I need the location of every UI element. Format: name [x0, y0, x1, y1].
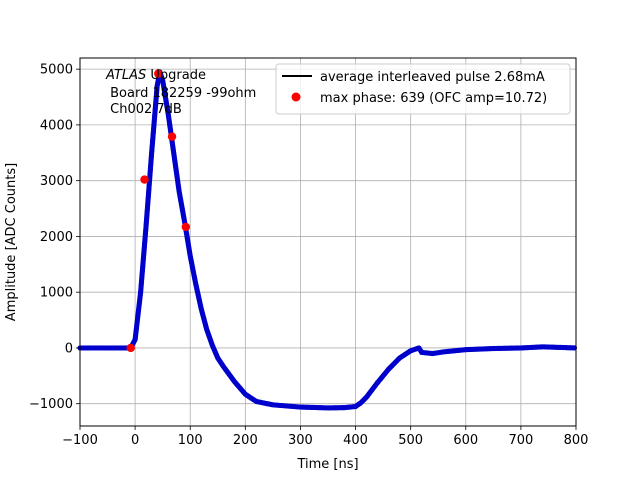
x-tick-label: −100 — [62, 433, 98, 448]
x-tick-label: 700 — [508, 433, 533, 448]
y-tick-label: 2000 — [40, 230, 73, 245]
x-tick-label: 0 — [131, 433, 139, 448]
x-tick-label: 200 — [233, 433, 258, 448]
y-tick-label: 3000 — [40, 174, 73, 189]
legend-label-max-phase: max phase: 639 (OFC amp=10.72) — [320, 91, 547, 106]
annotation: ATLAS Upgrade Board 182259 -99ohm Ch002 … — [105, 68, 256, 117]
max-phase-point — [126, 343, 135, 353]
max-phase-point — [181, 222, 191, 232]
y-tick-label: −1000 — [29, 397, 73, 412]
x-tick-label: 300 — [288, 433, 313, 448]
y-axis-label: Amplitude [ADC Counts] — [4, 163, 19, 321]
legend: average interleaved pulse 2.68mA max pha… — [275, 63, 571, 115]
annotation-line-1: ATLAS Upgrade — [105, 68, 206, 83]
legend-red-marker — [291, 92, 301, 102]
x-tick-label: 600 — [453, 433, 478, 448]
series-layer — [77, 68, 578, 411]
legend-frame — [275, 63, 571, 115]
annotation-atlas: ATLAS — [105, 68, 146, 83]
max-phase-point — [167, 132, 177, 141]
annotation-line-3: Ch002 7dB — [106, 102, 182, 117]
annotation-line-2: Board 182259 -99ohm — [106, 86, 256, 101]
annotation-upgrade: Upgrade — [146, 68, 206, 83]
x-tick-label: 100 — [178, 433, 203, 448]
tick-layer: −100 0 100 200 300 400 500 600 700 800−1000010002… — [29, 63, 588, 448]
x-axis-label: Time [ns] — [296, 457, 358, 472]
legend-label-pulse: average interleaved pulse 2.68mA — [320, 70, 545, 85]
max-phase-point — [140, 175, 149, 184]
y-tick-label: 1000 — [40, 286, 73, 301]
y-tick-label: 0 — [65, 341, 73, 356]
y-tick-label: 4000 — [40, 118, 73, 133]
x-tick-label: 500 — [398, 433, 423, 448]
x-tick-label: 800 — [564, 433, 589, 448]
y-tick-label: 5000 — [40, 63, 73, 78]
axes-frame — [79, 57, 577, 427]
x-tick-label: 400 — [343, 433, 368, 448]
max-phase-point — [154, 69, 163, 78]
